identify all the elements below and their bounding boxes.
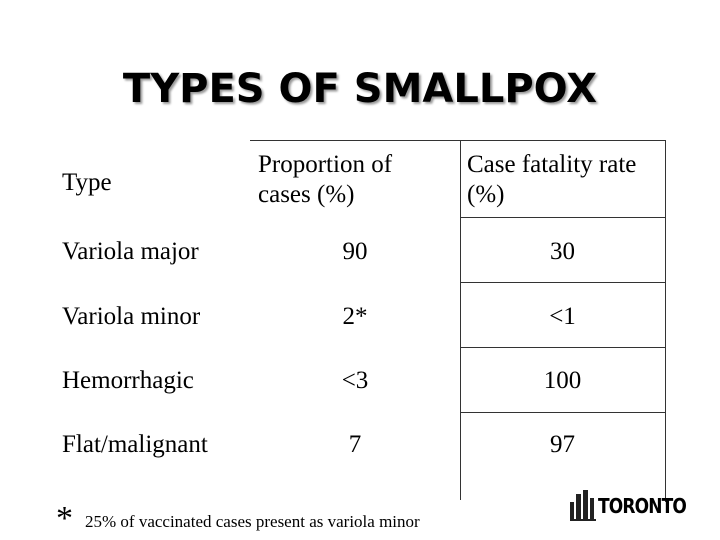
table-cell: 2* [342, 303, 368, 330]
column-header: Case fatality rate (%) [467, 151, 637, 208]
table-cell: 30 [550, 238, 575, 265]
table-cell: <3 [341, 367, 369, 394]
logo-text: TORONTO [598, 494, 687, 518]
row-label: Hemorrhagic [62, 367, 194, 394]
footnote-marker: * [56, 500, 73, 537]
table-cell: 90 [342, 238, 368, 265]
table-cell: 97 [550, 431, 575, 458]
table-cell: 7 [348, 431, 362, 458]
row-label: Variola major [62, 238, 199, 265]
table-border [250, 140, 666, 141]
table-border [460, 412, 666, 413]
table-border [665, 140, 666, 502]
table-cell: 100 [543, 367, 582, 394]
row-label: Flat/malignant [62, 431, 208, 458]
table-cell: <1 [549, 303, 576, 330]
column-header: Type [62, 169, 112, 196]
footnote-text: 25% of vaccinated cases present as vario… [85, 512, 420, 531]
row-label: Variola minor [62, 303, 201, 330]
table-border [460, 282, 666, 283]
slide-title: TYPES OF SMALLPOX [122, 66, 598, 112]
table-border [460, 217, 461, 500]
column-header: Proportion of cases (%) [258, 151, 393, 208]
table-border [460, 217, 666, 218]
logo-icon [570, 490, 596, 521]
table-border [460, 140, 461, 218]
table-border [460, 347, 666, 348]
